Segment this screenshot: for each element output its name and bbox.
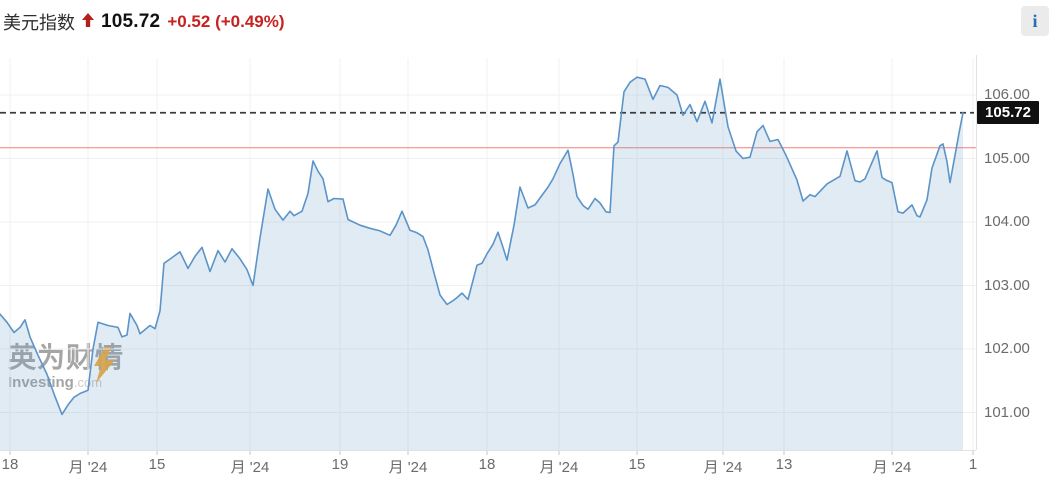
x-axis-label: 18 [1,456,19,473]
y-axis-label: 101.00 [984,403,1030,421]
lightning-bolt-icon [90,347,116,387]
instrument-title: 美元指数 [3,13,75,33]
x-axis-label: 15 [148,456,166,473]
watermark: 英为财情 Investing.com [8,344,124,391]
x-axis-label: 月 '24 [388,459,428,476]
x-axis-label: 15 [628,456,646,473]
x-axis-label: 月 '24 [68,459,108,476]
y-axis-label: 104.00 [984,213,1030,230]
watermark-en-text: Investing.com [8,375,124,390]
info-button[interactable]: i [1021,6,1049,36]
last-price: 105.72 [101,11,161,32]
price-badge: 105.72 [977,100,1039,124]
y-axis-label: 106.00 [984,86,1030,103]
x-axis-label: 18 [478,456,496,473]
x-axis-label: 月 '24 [539,459,579,476]
up-arrow-icon [82,13,94,32]
info-icon: i [1032,10,1038,31]
x-axis-label: 月 '24 [703,459,743,476]
x-axis-label: 1 [968,456,978,473]
y-axis-label: 105.00 [984,149,1030,167]
x-axis-label: 13 [775,456,793,473]
y-axis-label: 103.00 [984,276,1030,294]
x-axis-label: 月 '24 [230,459,270,476]
instrument-header: 美元指数 105.72 +0.52 (+0.49%) [3,9,285,35]
x-axis-label: 19 [331,456,349,473]
price-change: +0.52 (+0.49%) [167,12,285,31]
y-axis-label: 102.00 [984,340,1030,357]
x-axis-label: 月 '24 [872,459,912,476]
